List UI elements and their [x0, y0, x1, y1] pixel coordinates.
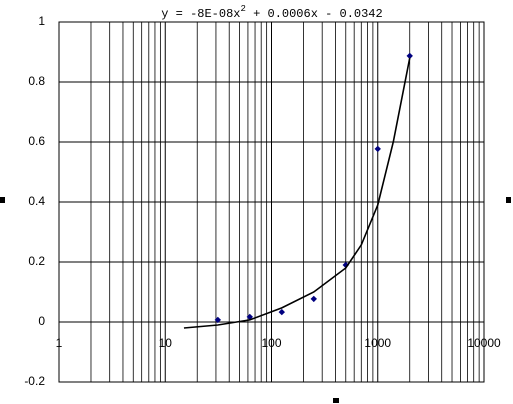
data-point	[278, 308, 285, 316]
grid: 1 10 100 1000 10000-0.200.20.40.60.81	[24, 14, 501, 388]
marks	[183, 52, 413, 329]
handle	[333, 398, 339, 403]
y-tick-label: 1	[38, 14, 45, 28]
trendline-equation: y = -8E-08x2 + 0.0006x - 0.0342	[161, 4, 382, 21]
x-tick-label: 100	[261, 336, 281, 350]
y-tick-label: 0.6	[28, 134, 45, 148]
data-point	[246, 313, 254, 321]
handle	[0, 197, 5, 203]
equation-part: + 0.0006x - 0.0342	[246, 7, 383, 21]
trendline	[183, 57, 411, 329]
y-tick-label: 0.2	[28, 254, 45, 268]
y-tick-label: 0.8	[28, 74, 45, 88]
plot-border	[58, 21, 485, 383]
data-point	[406, 52, 413, 60]
y-tick-label: 0.4	[28, 194, 45, 208]
y-tick-label: 0	[38, 314, 45, 328]
data-point	[374, 145, 381, 153]
equation-part: y = -8E-08x	[161, 7, 240, 21]
x-tick-label: 1000	[364, 336, 391, 350]
data-point	[310, 295, 317, 303]
x-tick-label: 10	[159, 336, 173, 350]
handle	[506, 197, 511, 203]
equation-superscript: 2	[240, 4, 245, 14]
data-point	[214, 316, 222, 324]
y-tick-label: -0.2	[24, 374, 45, 388]
